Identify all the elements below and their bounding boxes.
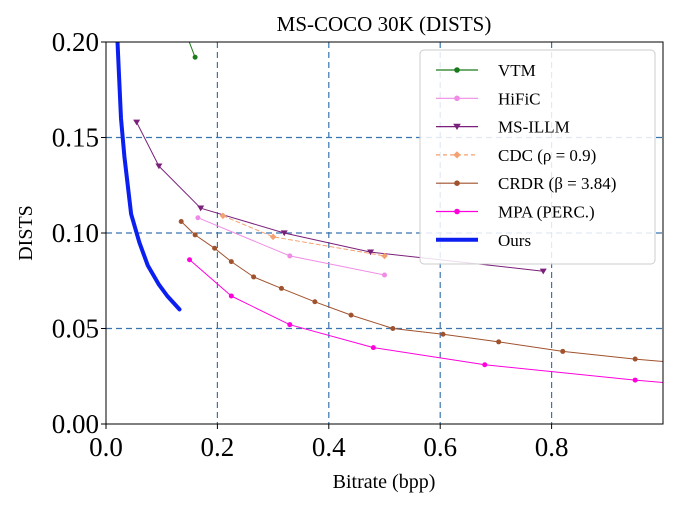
series-hific [195,215,387,278]
data-point-ms-illm [280,230,288,237]
series-line-ours [115,42,182,312]
data-point-crdr-3-84 [178,219,184,225]
data-point-ms-illm [197,205,205,212]
data-point-hific [195,215,201,221]
legend-label: CDC (ρ = 0.9) [498,146,596,165]
x-tick-label: 0.6 [423,432,457,462]
data-point-crdr-3-84 [192,232,198,238]
data-point-mpa-perc [287,322,293,328]
legend: VTM HiFiC MS-ILLM CDC (ρ = 0.9) CRDR (β = 3.… [419,49,656,265]
data-point-cdc-0-9 [269,233,277,241]
series-cdc-0-9 [219,212,388,260]
data-point-crdr-3-84 [278,285,284,291]
x-tick-label: 0.0 [89,432,123,462]
data-point-cdc-0-9 [381,252,388,260]
legend-marker [453,123,461,131]
series-ms-illm [133,119,547,275]
legend-marker [454,67,460,73]
legend-item-vtm: VTM [436,61,536,80]
data-point-vtm [192,54,198,60]
data-point-crdr-3-84 [212,245,218,251]
data-point-mpa-perc [187,257,193,263]
data-point-ms-illm [133,119,141,126]
data-point-crdr-3-84 [348,312,354,318]
x-axis-label: Bitrate (bpp) [333,471,436,493]
data-point-mpa-perc [370,345,376,351]
data-point-cdc-0-9 [219,212,227,220]
data-point-mpa-perc [632,377,638,383]
series-ours [115,42,182,312]
legend-label: MS-ILLM [498,118,570,137]
legend-marker [453,151,461,159]
x-tick-label: 0.4 [312,432,346,462]
series-mpa-perc [187,257,663,383]
data-point-crdr-3-84 [440,331,446,337]
legend-label: HiFiC [498,89,541,108]
data-point-crdr-3-84 [632,356,638,362]
data-point-crdr-3-84 [312,299,318,305]
data-point-crdr-3-84 [496,339,502,345]
series-vtm [188,42,198,60]
legend-item-ours: Ours [436,231,531,250]
legend-marker [454,208,460,215]
y-tick-label: 0.10 [52,218,99,248]
data-point-crdr-3-84 [228,259,234,265]
data-point-crdr-3-84 [560,348,566,354]
y-tick-label: 0.20 [52,27,99,57]
data-point-ms-illm [539,268,547,275]
data-point-crdr-3-84 [251,274,257,280]
series-line-ms-illm [136,121,544,272]
y-tick-label: 0.05 [52,314,99,344]
legend-item-ms-illm: MS-ILLM [436,118,570,137]
legend-label: CRDR (β = 3.84) [498,174,616,193]
series-line-crdr-3-84 [180,221,663,362]
data-point-mpa-perc [228,293,234,299]
data-point-ms-illm [367,249,375,256]
data-point-crdr-3-84 [390,326,396,331]
legend-marker [454,180,460,186]
series-crdr-3-84 [178,219,663,362]
legend-item-cdc-0-9: CDC (ρ = 0.9) [436,146,596,165]
legend-label: Ours [498,231,531,250]
data-point-hific [382,272,387,278]
legend-item-mpa-perc: MPA (PERC.) [436,203,595,222]
legend-marker [454,95,460,102]
data-point-hific [287,253,293,259]
axis-ticks: 0.0 0.2 0.4 0.6 0.8 0.00 0.05 0.10 0.15 0.20 [52,27,569,462]
series-group [115,42,663,383]
legend-item-hific: HiFiC [436,89,541,108]
y-axis-label: DISTS [15,205,37,261]
legend-label: VTM [498,61,536,80]
data-point-mpa-perc [482,362,488,368]
legend-item-crdr-3-84: CRDR (β = 3.84) [436,174,616,193]
data-point-ms-illm [155,163,163,170]
series-line-vtm [188,42,196,58]
legend-label: MPA (PERC.) [498,203,595,222]
x-tick-label: 0.8 [535,432,569,462]
y-tick-label: 0.00 [52,409,99,439]
y-tick-label: 0.15 [52,123,99,153]
chart-title: MS-COCO 30K (DISTS) [277,12,492,36]
series-line-cdc-0-9 [222,215,385,257]
legend-box [419,49,656,265]
x-tick-label: 0.2 [201,432,235,462]
